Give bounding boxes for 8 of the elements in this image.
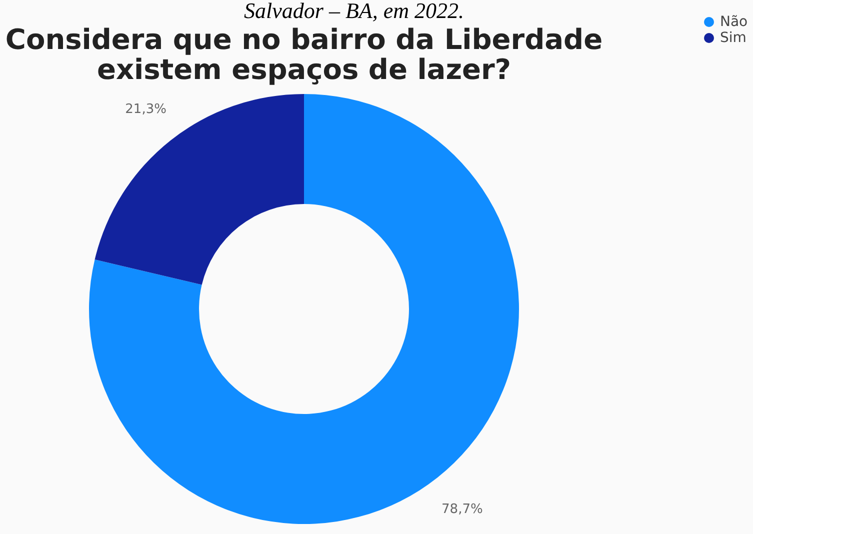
data-label: 21,3% bbox=[125, 102, 166, 117]
legend-label: Sim bbox=[720, 30, 746, 46]
data-label: 78,7% bbox=[442, 502, 483, 518]
text: Considera que no bairro da Liberdade bbox=[5, 23, 603, 56]
legend-label: Não bbox=[720, 14, 748, 30]
donut-slice bbox=[94, 94, 304, 285]
donut-slice bbox=[89, 94, 519, 524]
text: Salvador – BA, em 2022. bbox=[244, 0, 464, 23]
